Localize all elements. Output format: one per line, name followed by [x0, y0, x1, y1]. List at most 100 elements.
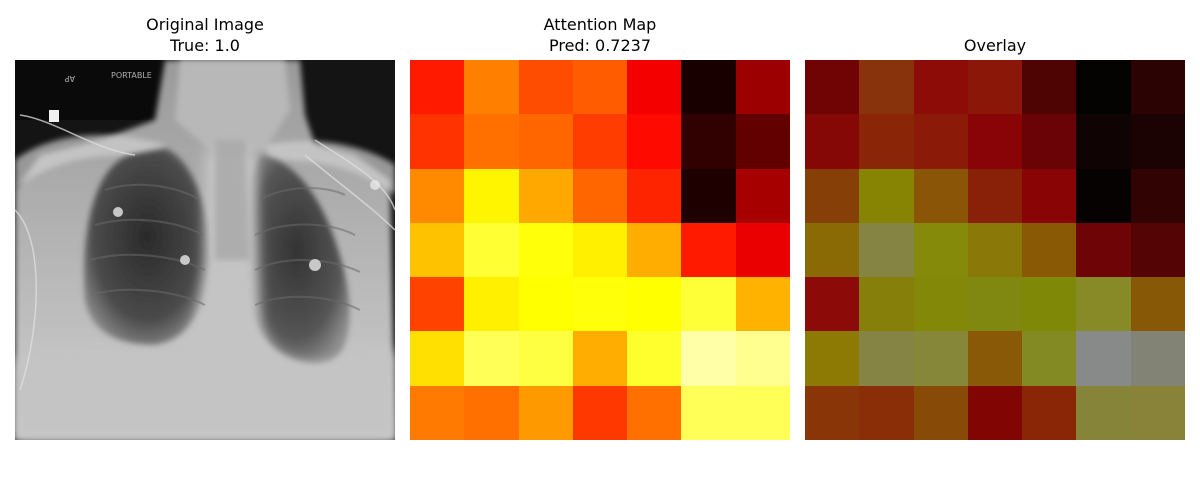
attention-cell-r6-c5	[681, 386, 736, 440]
overlay-cell-r2-c2	[914, 169, 968, 223]
overlay-cell-r0-c0	[805, 60, 859, 114]
attention-cell-r1-c6	[736, 114, 790, 169]
overlay-cell-r4-c0	[805, 277, 859, 331]
overlay-cell-r1-c4	[1022, 114, 1076, 169]
attention-cell-r5-c2	[519, 331, 573, 386]
attention-map-panel: Attention Map Pred: 0.7237	[410, 0, 790, 500]
overlay-cell-r4-c2	[914, 277, 968, 331]
panel-title: Attention Map	[543, 15, 657, 34]
overlay-cell-r5-c0	[805, 331, 859, 386]
attention-cell-r5-c0	[410, 331, 464, 386]
panel-title: Overlay	[963, 36, 1027, 55]
attention-cell-r0-c5	[681, 60, 736, 114]
overlay-cell-r2-c0	[805, 169, 859, 223]
overlay-cell-r4-c4	[1022, 277, 1076, 331]
overlay-cell-r3-c5	[1076, 223, 1131, 277]
attention-cell-r6-c4	[627, 386, 681, 440]
xray-image: AP PORTABLE	[15, 60, 395, 440]
panel-title: Original Image	[146, 15, 264, 34]
attention-cell-r5-c6	[736, 331, 790, 386]
overlay-cell-r6-c2	[914, 386, 968, 440]
attention-cell-r6-c2	[519, 386, 573, 440]
overlay-cell-r5-c5	[1076, 331, 1131, 386]
attention-cell-r0-c0	[410, 60, 464, 114]
image-label-portable: PORTABLE	[111, 71, 152, 80]
original-image-panel: Original Image True: 1.0	[15, 0, 395, 500]
attention-cell-r0-c3	[573, 60, 627, 114]
attention-cell-r6-c6	[736, 386, 790, 440]
attention-cell-r1-c2	[519, 114, 573, 169]
chest-xray-drawing: AP PORTABLE	[15, 60, 395, 440]
attention-cell-r1-c4	[627, 114, 681, 169]
attention-cell-r4-c0	[410, 277, 464, 331]
attention-cell-r6-c1	[464, 386, 519, 440]
overlay-cell-r1-c6	[1131, 114, 1185, 169]
attention-cell-r0-c6	[736, 60, 790, 114]
attention-cell-r4-c2	[519, 277, 573, 331]
overlay-cell-r0-c6	[1131, 60, 1185, 114]
overlay-cell-r0-c4	[1022, 60, 1076, 114]
overlay-heatmap	[805, 60, 1185, 440]
overlay-cell-r6-c6	[1131, 386, 1185, 440]
attention-cell-r1-c5	[681, 114, 736, 169]
panel-subtitle: True: 1.0	[170, 36, 240, 55]
overlay-cell-r2-c5	[1076, 169, 1131, 223]
attention-cell-r5-c3	[573, 331, 627, 386]
overlay-panel: Overlay	[805, 0, 1185, 500]
overlay-cell-r1-c2	[914, 114, 968, 169]
overlay-cell-r2-c3	[968, 169, 1022, 223]
attention-cell-r2-c3	[573, 169, 627, 223]
original-image-title: Original Image True: 1.0	[15, 14, 395, 56]
overlay-cell-r4-c1	[859, 277, 914, 331]
overlay-cell-r6-c1	[859, 386, 914, 440]
overlay-cell-r2-c6	[1131, 169, 1185, 223]
attention-cell-r3-c4	[627, 223, 681, 277]
attention-cell-r3-c5	[681, 223, 736, 277]
overlay-cell-r4-c6	[1131, 277, 1185, 331]
overlay-cell-r3-c0	[805, 223, 859, 277]
attention-cell-r3-c3	[573, 223, 627, 277]
attention-cell-r4-c4	[627, 277, 681, 331]
attention-cell-r2-c4	[627, 169, 681, 223]
attention-cell-r3-c1	[464, 223, 519, 277]
overlay-cell-r1-c5	[1076, 114, 1131, 169]
overlay-cell-r3-c1	[859, 223, 914, 277]
overlay-cell-r5-c6	[1131, 331, 1185, 386]
overlay-cell-r5-c3	[968, 331, 1022, 386]
attention-heatmap-grid	[410, 60, 790, 440]
overlay-cell-r3-c6	[1131, 223, 1185, 277]
attention-cell-r1-c3	[573, 114, 627, 169]
attention-cell-r0-c4	[627, 60, 681, 114]
overlay-cell-r1-c1	[859, 114, 914, 169]
attention-map-title: Attention Map Pred: 0.7237	[410, 14, 790, 56]
overlay-cell-r4-c5	[1076, 277, 1131, 331]
overlay-cell-r0-c3	[968, 60, 1022, 114]
attention-cell-r2-c5	[681, 169, 736, 223]
overlay-cell-r1-c3	[968, 114, 1022, 169]
overlay-cell-r6-c3	[968, 386, 1022, 440]
attention-cell-r1-c0	[410, 114, 464, 169]
attention-cell-r1-c1	[464, 114, 519, 169]
attention-cell-r6-c0	[410, 386, 464, 440]
overlay-cell-r6-c0	[805, 386, 859, 440]
overlay-cell-r0-c2	[914, 60, 968, 114]
attention-cell-r0-c1	[464, 60, 519, 114]
overlay-cell-r6-c5	[1076, 386, 1131, 440]
attention-cell-r3-c6	[736, 223, 790, 277]
overlay-cell-r5-c4	[1022, 331, 1076, 386]
image-label-ap: AP	[65, 74, 75, 83]
overlay-heatmap-grid	[805, 60, 1185, 440]
overlay-cell-r0-c5	[1076, 60, 1131, 114]
overlay-cell-r3-c3	[968, 223, 1022, 277]
overlay-cell-r3-c4	[1022, 223, 1076, 277]
attention-cell-r2-c6	[736, 169, 790, 223]
overlay-cell-r5-c1	[859, 331, 914, 386]
attention-cell-r0-c2	[519, 60, 573, 114]
attention-cell-r5-c4	[627, 331, 681, 386]
overlay-cell-r5-c2	[914, 331, 968, 386]
attention-cell-r2-c2	[519, 169, 573, 223]
overlay-cell-r0-c1	[859, 60, 914, 114]
attention-cell-r4-c5	[681, 277, 736, 331]
attention-cell-r2-c1	[464, 169, 519, 223]
attention-cell-r4-c3	[573, 277, 627, 331]
